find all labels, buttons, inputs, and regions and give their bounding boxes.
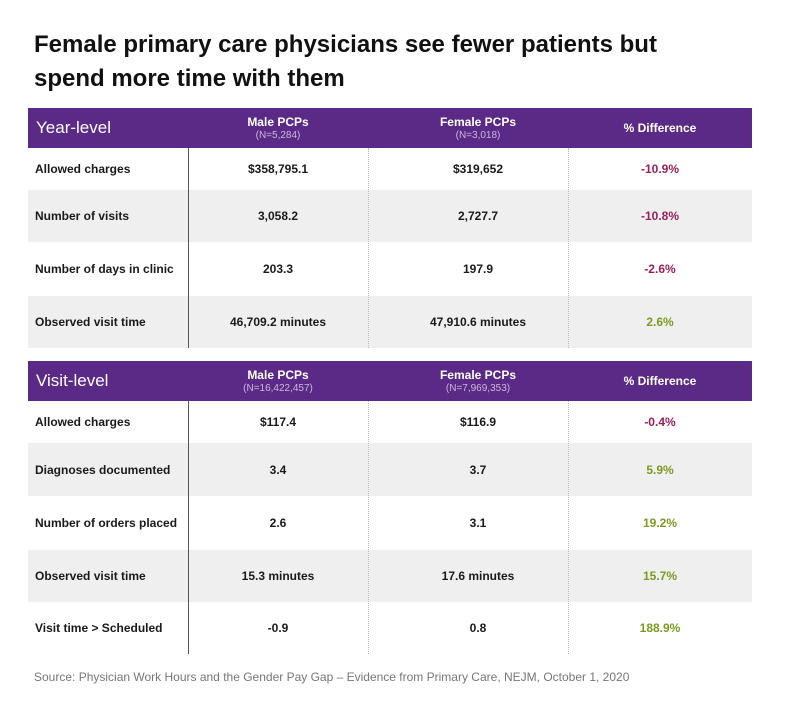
table-row: Observed visit time 46,709.2 minutes 47,… xyxy=(28,296,752,348)
column-divider xyxy=(368,401,369,654)
male-value: $117.4 xyxy=(259,415,297,429)
row-label: Observed visit time xyxy=(35,569,146,583)
column-header-male-n: (N=16,422,457) xyxy=(243,382,313,394)
male-value: 203.3 xyxy=(262,262,294,276)
difference-value: 2.6% xyxy=(646,315,674,329)
row-label: Allowed charges xyxy=(35,415,131,429)
female-value: 0.8 xyxy=(469,621,487,635)
row-label: Number of orders placed xyxy=(35,516,178,530)
row-label: Number of visits xyxy=(35,209,130,223)
female-value: 3.7 xyxy=(469,462,487,477)
female-value: 47,910.6 minutes xyxy=(429,315,527,329)
year-level-table: Year-level Male PCPs (N=5,284) Female PC… xyxy=(28,108,752,348)
male-value: 3,058.2 xyxy=(257,209,299,223)
visit-level-table: Visit-level Male PCPs (N=16,422,457) Fem… xyxy=(28,361,752,654)
male-value: $358,795.1 xyxy=(247,162,309,176)
table-row: Allowed charges $358,795.1 $319,652 -10.… xyxy=(28,148,752,190)
difference-value: 15.7% xyxy=(642,569,678,583)
difference-value: 19.2% xyxy=(642,516,678,530)
column-header-female-n: (N=7,969,353) xyxy=(445,382,511,394)
male-value: 2.6 xyxy=(269,516,287,530)
table-row: Visit time > Scheduled -0.9 0.8 188.9% xyxy=(28,602,752,654)
column-header-male-label: Male PCPs xyxy=(247,367,309,382)
row-label: Number of days in clinic xyxy=(35,262,174,276)
column-header-difference-label: % Difference xyxy=(623,121,697,135)
female-value: 3.1 xyxy=(469,516,487,530)
table-row: Observed visit time 15.3 minutes 17.6 mi… xyxy=(28,550,752,602)
female-value: 17.6 minutes xyxy=(441,569,515,583)
male-value: 15.3 minutes xyxy=(241,569,315,583)
male-value: 3.4 xyxy=(269,462,287,477)
table-row: Diagnoses documented 3.4 3.7 5.9% xyxy=(28,443,752,496)
male-value: -0.9 xyxy=(267,621,289,635)
table-row: Number of visits 3,058.2 2,727.7 -10.8% xyxy=(28,190,752,242)
column-divider xyxy=(568,148,569,348)
column-header-female-n: (N=3,018) xyxy=(455,129,501,141)
column-header-male-n: (N=5,284) xyxy=(255,129,301,141)
column-header-male: Male PCPs (N=5,284) xyxy=(188,108,368,148)
column-header-male-label: Male PCPs xyxy=(247,114,309,129)
female-value: $319,652 xyxy=(452,162,504,176)
row-label: Allowed charges xyxy=(35,162,131,176)
male-value: 46,709.2 minutes xyxy=(229,315,327,329)
difference-value: 5.9% xyxy=(646,462,674,477)
table-level-label: Visit-level xyxy=(36,371,109,390)
row-label: Observed visit time xyxy=(35,315,146,329)
difference-value: 188.9% xyxy=(639,621,681,635)
column-header-female-label: Female PCPs xyxy=(439,367,517,382)
page-title: Female primary care physicians see fewer… xyxy=(34,31,657,92)
column-header-male: Male PCPs (N=16,422,457) xyxy=(188,361,368,401)
row-label-divider xyxy=(188,148,189,348)
table-header: Year-level Male PCPs (N=5,284) Female PC… xyxy=(28,108,752,148)
table-level-label: Year-level xyxy=(36,118,111,137)
difference-value: -2.6% xyxy=(644,262,676,276)
female-value: $116.9 xyxy=(459,415,497,429)
column-divider xyxy=(368,148,369,348)
column-header-female: Female PCPs (N=7,969,353) xyxy=(388,361,568,401)
row-label: Visit time > Scheduled xyxy=(35,621,163,635)
column-divider xyxy=(568,401,569,654)
column-header-female: Female PCPs (N=3,018) xyxy=(388,108,568,148)
table-row: Number of orders placed 2.6 3.1 19.2% xyxy=(28,496,752,550)
column-header-female-label: Female PCPs xyxy=(439,114,517,129)
row-label: Diagnoses documented xyxy=(35,462,171,477)
source-note: Source: Physician Work Hours and the Gen… xyxy=(34,670,630,684)
table-row: Allowed charges $117.4 $116.9 -0.4% xyxy=(28,401,752,443)
difference-value: -10.8% xyxy=(640,209,680,223)
female-value: 2,727.7 xyxy=(457,209,499,223)
row-label-divider xyxy=(188,401,189,654)
difference-value: -0.4% xyxy=(644,415,676,429)
column-header-difference: % Difference xyxy=(568,108,752,148)
female-value: 197.9 xyxy=(462,262,494,276)
table-row: Number of days in clinic 203.3 197.9 -2.… xyxy=(28,242,752,296)
difference-value: -10.9% xyxy=(640,162,680,176)
column-header-difference-label: % Difference xyxy=(623,374,697,388)
table-header: Visit-level Male PCPs (N=16,422,457) Fem… xyxy=(28,361,752,401)
column-header-difference: % Difference xyxy=(568,361,752,401)
